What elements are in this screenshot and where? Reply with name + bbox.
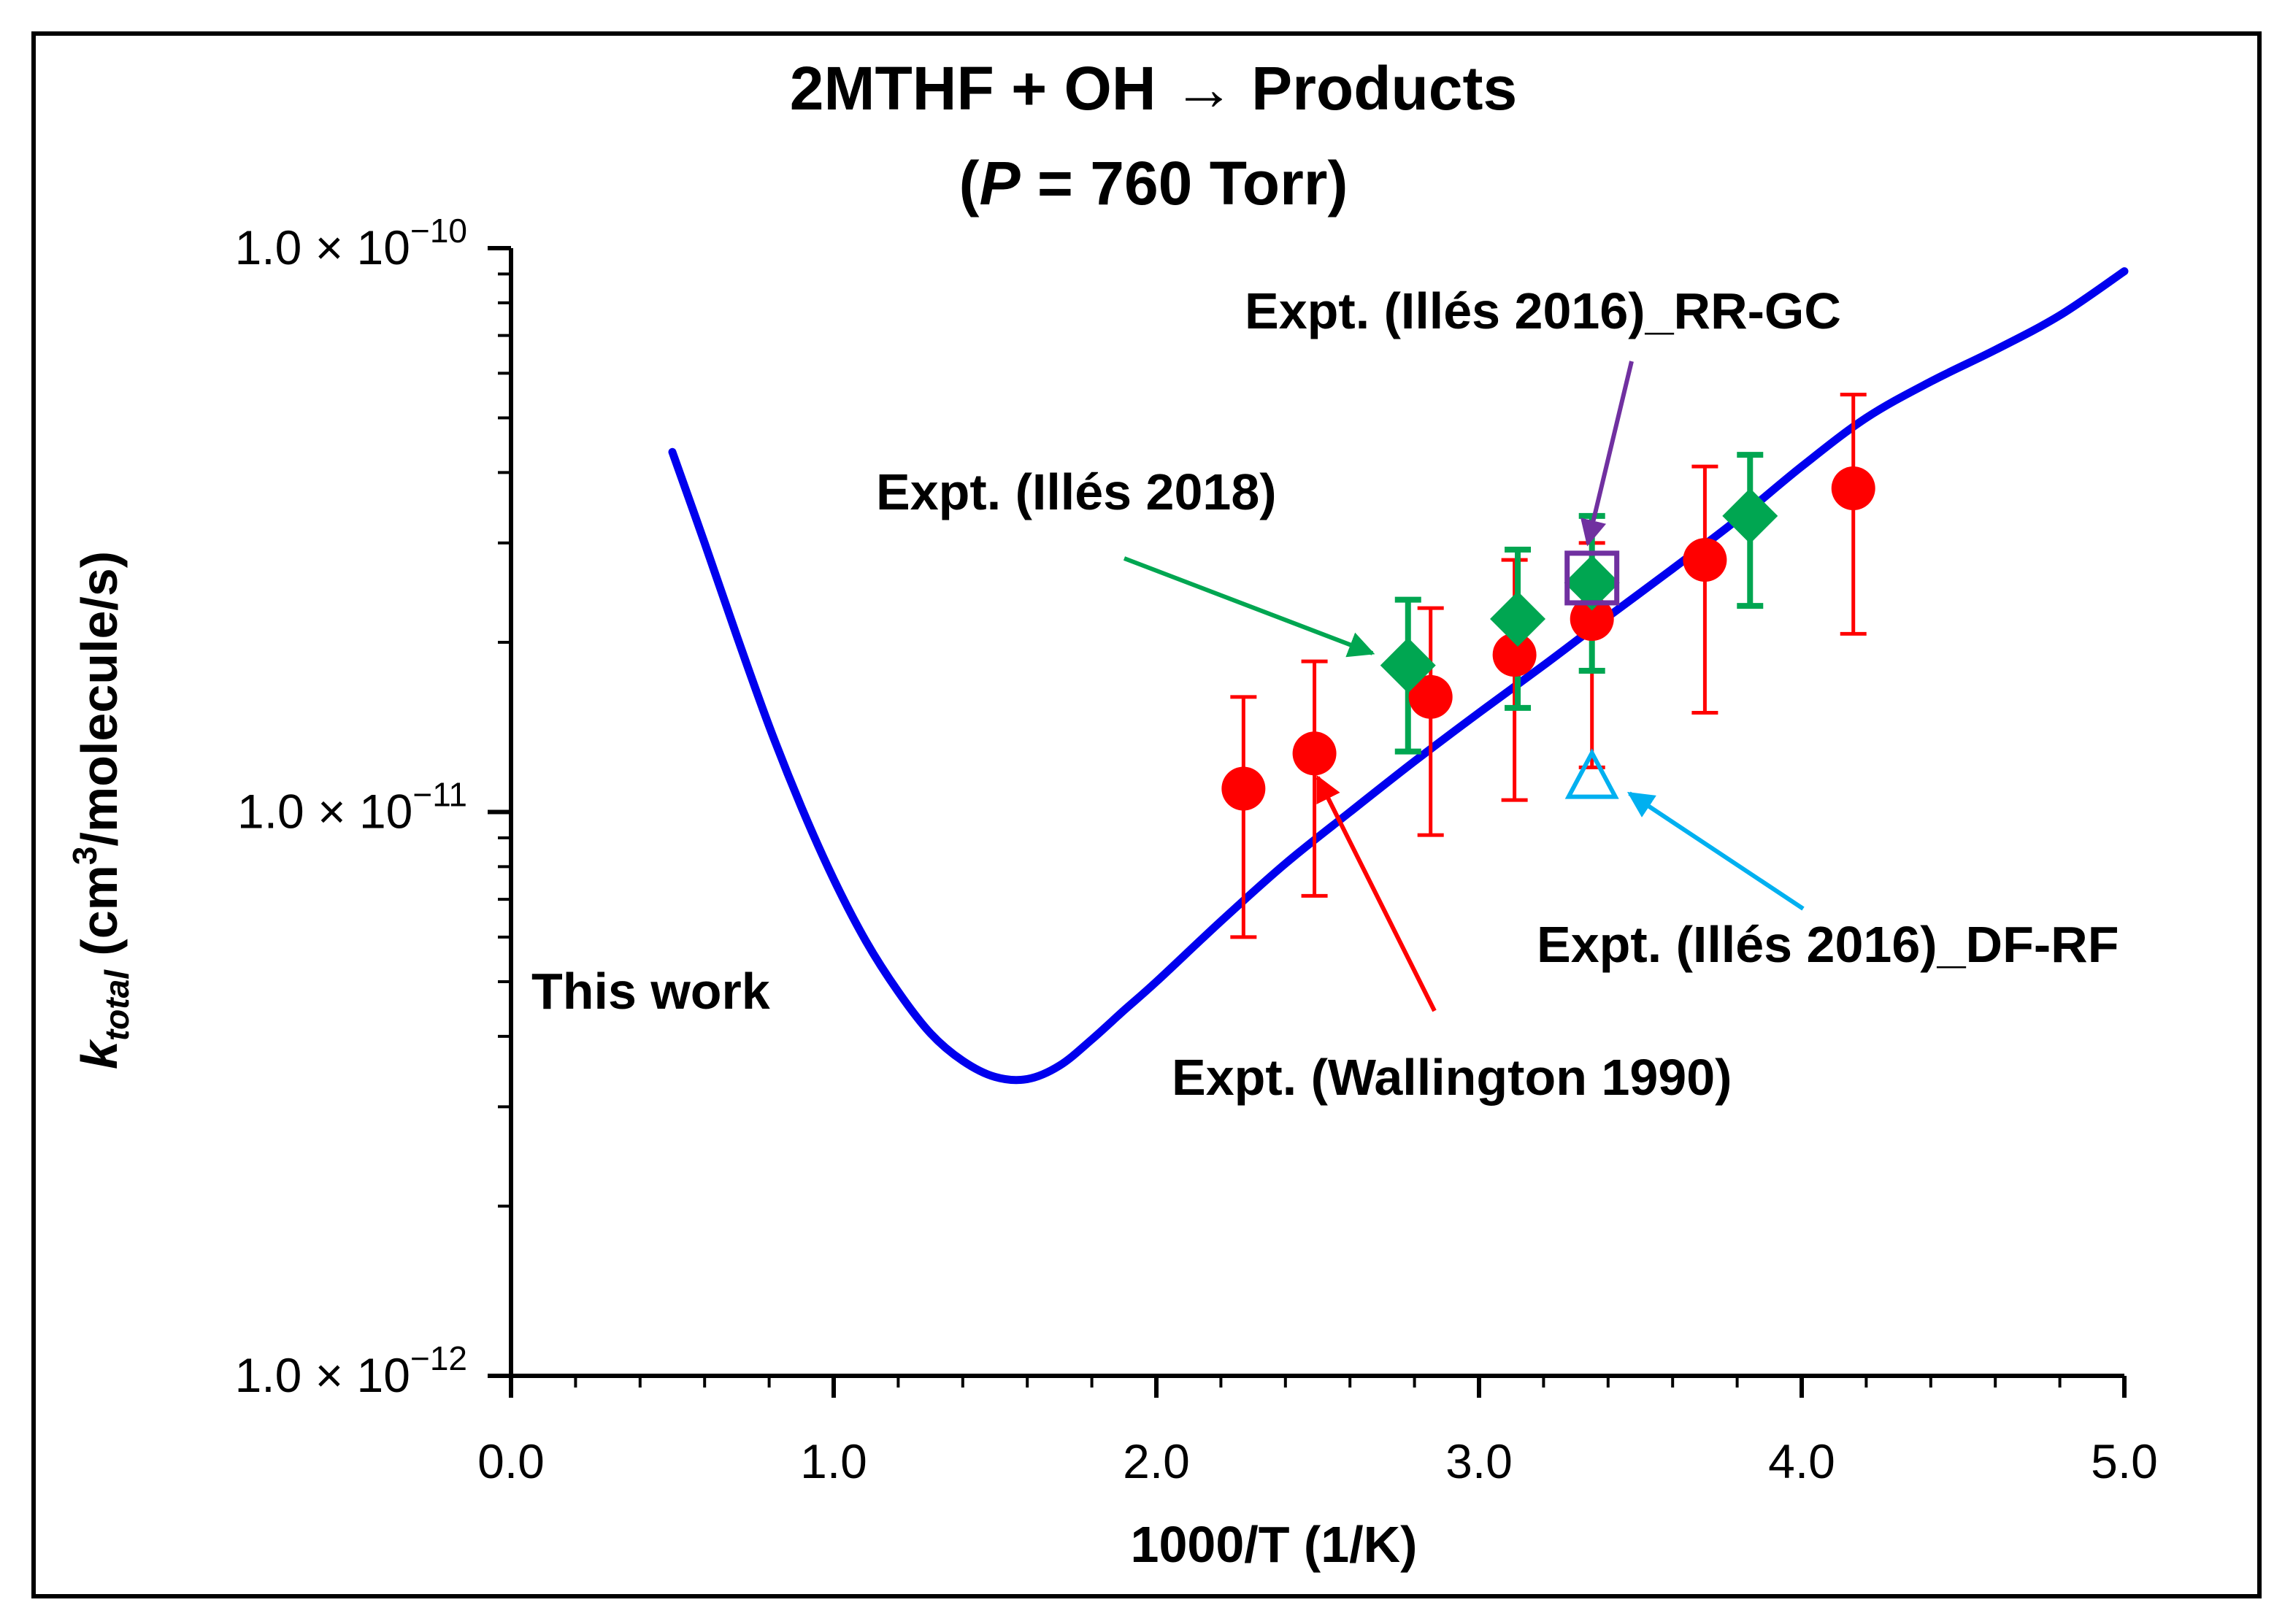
this-work-curve: [668, 267, 2129, 1085]
wallington-point: [1292, 731, 1337, 776]
annotation-illes2018: Expt. (Illés 2018): [876, 463, 1277, 520]
y-tick-label: 1.0 × 10−12: [235, 1339, 467, 1402]
x-tick-label: 5.0: [2091, 1434, 2158, 1488]
ticks: [488, 246, 2127, 1398]
illes2018-point: [1490, 590, 1546, 647]
x-tick-label: 2.0: [1123, 1434, 1190, 1488]
annotation-this-work: This work: [531, 963, 770, 1020]
y-tick-label: 1.0 × 10−11: [237, 776, 467, 839]
x-tick-label: 0.0: [477, 1434, 545, 1488]
wallington-point: [1570, 596, 1614, 641]
df-rf-point: [1564, 748, 1619, 799]
illes2018-point: [1380, 637, 1436, 693]
x-tick-label: 1.0: [800, 1434, 867, 1488]
y-axis-title: ktotal (cm3/molecule/s): [66, 551, 136, 1069]
chart-title-line2: (P = 760 Torr): [959, 149, 1348, 218]
wallington-point: [1492, 633, 1537, 677]
annotation-arrow-illes2018: [1123, 556, 1375, 658]
wallington-point: [1683, 538, 1727, 582]
rr-gc-point: [1564, 550, 1620, 606]
annotation-wallington: Expt. (Wallington 1990): [1172, 1049, 1732, 1106]
wallington-point: [1408, 674, 1453, 719]
annotation-arrow-rr-gc: [1580, 361, 1634, 547]
illes2018-point: [1722, 488, 1778, 544]
series-this-work: [668, 267, 2129, 1085]
series-markers: [1221, 466, 1875, 811]
tick-labels: 0.0 1.0 2.0 3.0 4.0 5.0 1.0 × 10−10 1.0 × 10−11…: [235, 212, 2158, 1488]
x-tick-label: 4.0: [1768, 1434, 1835, 1488]
x-tick-label: 3.0: [1445, 1434, 1513, 1488]
wallington-point: [1221, 766, 1266, 811]
annotation-arrow-wallington: [1316, 774, 1437, 1012]
annotation-df-rf: Expt. (Illés 2016)_DF-RF: [1537, 916, 2119, 973]
annotation-rr-gc: Expt. (Illés 2016)_RR-GC: [1245, 282, 1841, 339]
x-axis-title: 1000/T (1/K): [1131, 1516, 1418, 1573]
y-tick-label: 1.0 × 10−10: [235, 212, 467, 274]
wallington-point: [1831, 466, 1875, 511]
annotation-arrow-df-rf: [1627, 791, 1805, 911]
chart-title-line1: 2MTHF + OH → Products: [790, 54, 1517, 123]
chart-border: [31, 31, 2262, 1598]
illes2018-point: [1564, 555, 1620, 611]
